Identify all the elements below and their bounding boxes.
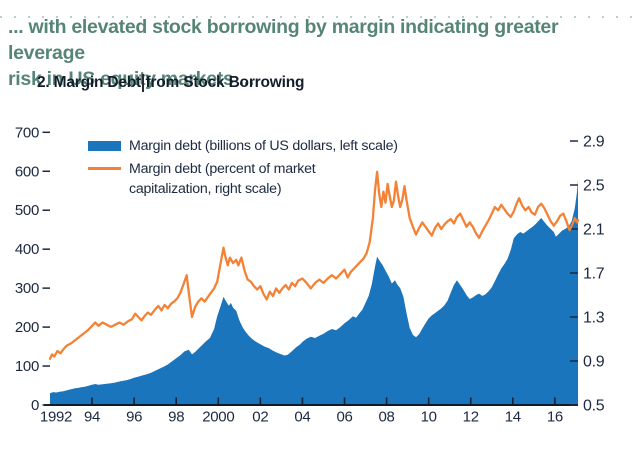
x-axis-label: 02 bbox=[252, 409, 268, 426]
y-left-tick-label: 600 bbox=[15, 163, 39, 180]
x-axis-label: 94 bbox=[84, 409, 100, 426]
chart-legend: Margin debt (billions of US dollars, lef… bbox=[88, 136, 398, 202]
x-axis-label: 2000 bbox=[202, 409, 234, 426]
y-right-tick-label: 2.5 bbox=[583, 178, 605, 195]
y-left-tick-label: 700 bbox=[15, 124, 39, 141]
y-left-tick-label: 0 bbox=[31, 397, 39, 414]
x-axis-label: 14 bbox=[505, 409, 521, 426]
chart-panel-title: 2. Margin Debt from Stock Borrowing bbox=[37, 74, 304, 92]
x-axis-label: 96 bbox=[126, 409, 142, 426]
x-axis-label: 16 bbox=[547, 409, 563, 426]
y-left-tick-label: 400 bbox=[15, 241, 39, 258]
y-right-tick-label: 2.1 bbox=[583, 222, 605, 239]
text-cursor-caret[interactable] bbox=[142, 74, 144, 92]
legend-label-line-2: capitalization, right scale) bbox=[129, 181, 282, 197]
panel-title-after-caret: from Stock Borrowing bbox=[145, 74, 305, 91]
margin-debt-area-series bbox=[50, 179, 578, 405]
heading-line-1: ... with elevated stock borrowing by mar… bbox=[8, 16, 559, 64]
page-heading: ... with elevated stock borrowing by mar… bbox=[8, 14, 636, 92]
y-right-tick-label: 1.3 bbox=[583, 310, 605, 327]
x-axis-label: 06 bbox=[336, 409, 352, 426]
legend-item-margin-debt-percent: Margin debt (percent of market capitaliz… bbox=[88, 159, 398, 199]
x-axis-label: 10 bbox=[421, 409, 437, 426]
x-axis-label: 08 bbox=[379, 409, 395, 426]
y-left-tick-label: 100 bbox=[15, 358, 39, 375]
x-axis-label: 12 bbox=[463, 409, 479, 426]
y-right-tick-label: 2.9 bbox=[583, 134, 605, 151]
y-right-tick-label: 0.5 bbox=[583, 398, 605, 415]
legend-line-swatch-icon bbox=[88, 167, 121, 171]
heading-line-2: risk in US equity markets ... bbox=[8, 68, 254, 90]
y-right-tick-label: 1.7 bbox=[583, 266, 605, 283]
panel-title-before-caret: 2. Margin Debt bbox=[37, 74, 141, 91]
x-axis-label: 04 bbox=[294, 409, 310, 426]
y-left-tick-label: 300 bbox=[15, 280, 39, 297]
x-axis-label: 1992 bbox=[40, 409, 72, 426]
margin-debt-pct-line-series bbox=[48, 170, 580, 360]
legend-label-line-1: Margin debt (percent of market bbox=[129, 161, 316, 177]
legend-label: Margin debt (billions of US dollars, lef… bbox=[129, 138, 398, 154]
x-axis-label: 98 bbox=[168, 409, 184, 426]
legend-area-swatch-icon bbox=[88, 141, 121, 151]
dotted-divider bbox=[0, 16, 640, 18]
y-right-tick-label: 0.9 bbox=[583, 354, 605, 371]
y-left-tick-label: 200 bbox=[15, 319, 39, 336]
y-left-tick-label: 500 bbox=[15, 202, 39, 219]
legend-item-margin-debt-billions: Margin debt (billions of US dollars, lef… bbox=[88, 136, 398, 156]
